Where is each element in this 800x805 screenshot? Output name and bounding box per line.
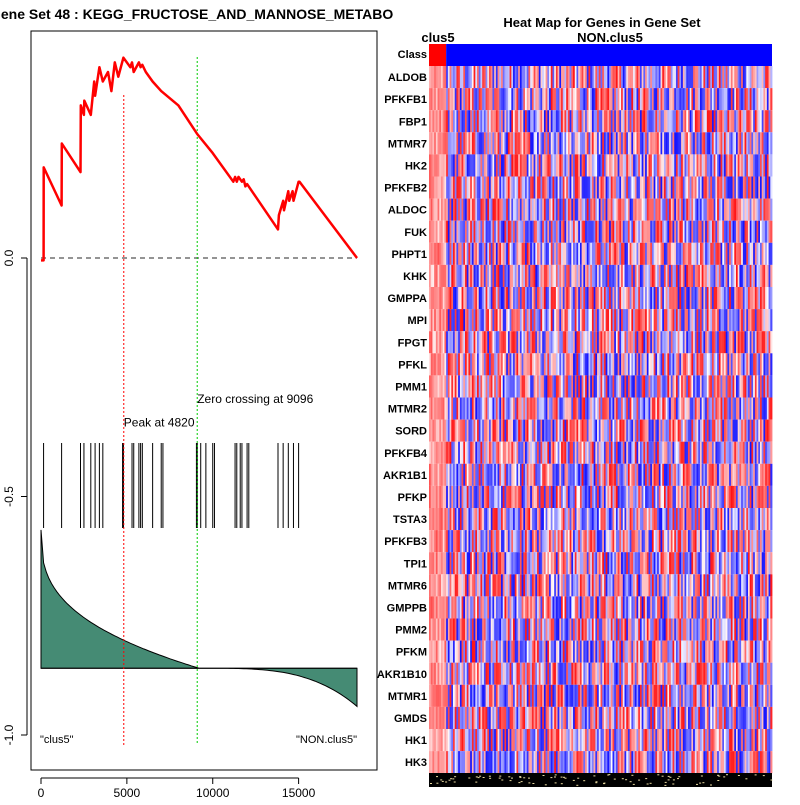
ranked-metric-fill xyxy=(41,530,357,707)
heatmap-row xyxy=(429,309,772,331)
heatmap-row xyxy=(429,552,772,574)
heatmap-cell xyxy=(770,199,772,221)
class-bar-clus5 xyxy=(429,44,446,66)
heatmap-cell xyxy=(770,154,772,176)
x-tick-label: 15000 xyxy=(282,786,316,800)
heatmap-row xyxy=(429,88,772,110)
heatmap-cell xyxy=(770,66,772,88)
heatmap-row xyxy=(429,398,772,420)
heatmap-row xyxy=(429,375,772,397)
heatmap-cells xyxy=(429,66,772,773)
heatmap-row xyxy=(429,66,772,88)
heatmap-row xyxy=(429,221,772,243)
corner-label-left: "clus5" xyxy=(40,734,74,746)
heatmap-cell xyxy=(770,375,772,397)
heatmap-cell xyxy=(770,221,772,243)
heatmap-row xyxy=(429,530,772,552)
x-tick-label: 0 xyxy=(38,786,45,800)
corner-label-right: "NON.clus5" xyxy=(296,734,357,746)
y-tick-label: -1.0 xyxy=(2,724,16,745)
heatmap-cell xyxy=(770,287,772,309)
heatmap-cell xyxy=(770,132,772,154)
heatmap-title: Heat Map for Genes in Gene Set xyxy=(503,15,701,30)
heatmap-row xyxy=(429,574,772,596)
heatmap-cell xyxy=(770,309,772,331)
running-es-curve xyxy=(41,58,357,261)
y-tick-label: 0.0 xyxy=(2,249,16,266)
heatmap-row xyxy=(429,110,772,132)
marker-lines xyxy=(124,57,197,745)
heatmap-row xyxy=(429,486,772,508)
heatmap-row xyxy=(429,420,772,442)
x-tick-label: 5000 xyxy=(114,786,141,800)
heatmap-row xyxy=(429,154,772,176)
heatmap-cell xyxy=(770,398,772,420)
heatmap-cell xyxy=(770,243,772,265)
heatmap-cell xyxy=(770,530,772,552)
heatmap-cell xyxy=(770,552,772,574)
heatmap-row xyxy=(429,243,772,265)
class-row-label: Class xyxy=(398,49,427,61)
heatmap-cell xyxy=(770,177,772,199)
heatmap-row xyxy=(429,331,772,353)
x-tick-label: 10000 xyxy=(196,786,230,800)
annotation-label: Zero crossing at 9096 xyxy=(197,392,313,406)
hit-ticks xyxy=(44,443,299,528)
y-tick-label: -0.5 xyxy=(2,486,16,507)
class-label-non-clus5: NON.clus5 xyxy=(577,30,643,45)
heatmap-row xyxy=(429,287,772,309)
heatmap-cell xyxy=(770,464,772,486)
heatmap-row xyxy=(429,199,772,221)
enrichment-plot-title: Gene Set 48 : KEGG_FRUCTOSE_AND_MANNOSE_… xyxy=(0,6,393,22)
annotation-label: Peak at 4820 xyxy=(124,416,195,430)
class-bar xyxy=(429,44,772,66)
es-curve-line xyxy=(41,58,357,261)
heatmap-cell xyxy=(770,420,772,442)
heatmap-cell xyxy=(770,486,772,508)
y-axis: 0.0 -0.5 -1.0 xyxy=(2,249,27,745)
heatmap-cell xyxy=(770,353,772,375)
heatmap-row xyxy=(429,442,772,464)
heatmap-row xyxy=(429,596,772,618)
x-axis: 0 5000 10000 15000 xyxy=(38,778,316,800)
heatmap-cell xyxy=(770,88,772,110)
heatmap-row xyxy=(429,464,772,486)
heatmap-cell xyxy=(770,331,772,353)
heatmap-cell xyxy=(770,265,772,287)
heatmap-row xyxy=(429,177,772,199)
heatmap-cell xyxy=(770,508,772,530)
class-label-clus5: clus5 xyxy=(421,30,454,45)
class-bar-non-clus5 xyxy=(446,44,772,66)
heatmap-row xyxy=(429,508,772,530)
ranked-metric-area xyxy=(41,530,357,707)
heatmap-row xyxy=(429,353,772,375)
heatmap-row xyxy=(429,265,772,287)
heatmap-row xyxy=(429,132,772,154)
heatmap-cell xyxy=(770,442,772,464)
heatmap-cell xyxy=(770,110,772,132)
heatmap-cell xyxy=(770,574,772,596)
